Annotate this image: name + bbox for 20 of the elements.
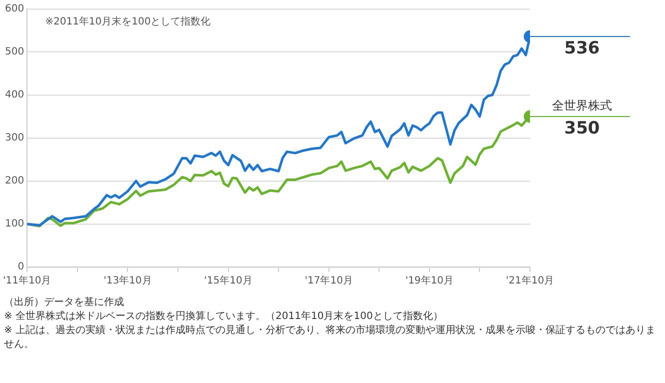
x-tick-label: '21年10月: [506, 274, 554, 287]
y-tick-label: 300: [5, 132, 24, 144]
text: （出所）データを基に作成: [4, 296, 125, 310]
annotation: ※2011年10月末を100として指数化: [45, 16, 211, 28]
data-label: 536: [564, 38, 600, 58]
x-tick-label: '15年10月: [204, 274, 252, 287]
x-tick-label: '13年10月: [104, 274, 152, 287]
data-label: 350: [564, 118, 600, 138]
series-label: 全世界株式: [552, 98, 612, 113]
x-tick-label: '17年10月: [304, 274, 353, 287]
text: ※ 全世界株式は米ドルベースの指数を円換算しています。（2011年10月末を100として指数化）: [4, 310, 444, 324]
y-tick-label: 500: [5, 46, 24, 58]
x-tick-label: '11年10月: [3, 274, 52, 287]
y-tick-label: 200: [5, 176, 24, 187]
x-tick-label: '19年10月: [405, 274, 454, 287]
y-tick-label: 0: [18, 262, 24, 273]
y-tick-label: 100: [5, 218, 24, 230]
y-tick-label: 600: [5, 4, 24, 15]
text: ※ 上記は、過去の実績・状況または作成時点での見通し・分析であり、将来の市場環境の変動や運用状況・成果を示唆・保証するものではありません。: [4, 324, 657, 352]
y-tick-label: 400: [5, 90, 24, 101]
